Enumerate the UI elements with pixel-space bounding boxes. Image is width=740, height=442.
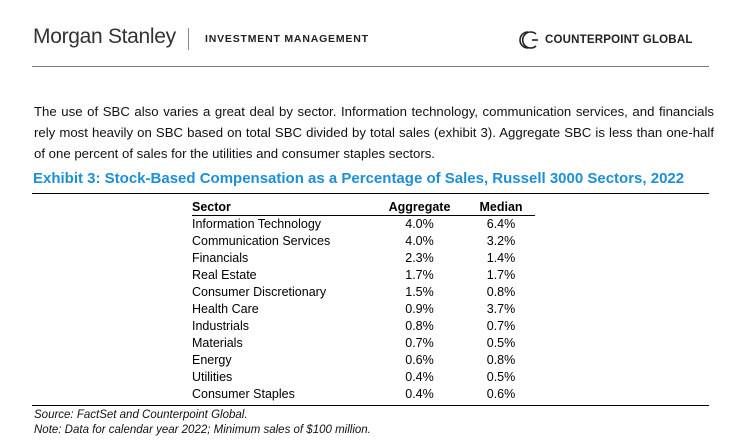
cell-median: 1.4% [486,251,516,265]
cell-median: 0.8% [486,285,516,299]
cell-aggregate: 1.5% [405,285,434,299]
sbc-table: Sector Aggregate Median Information Tech… [192,198,535,403]
exhibit-footnotes: Source: FactSet and Counterpoint Global.… [34,408,371,438]
cell-aggregate: 0.8% [405,319,434,333]
header-divider [188,28,189,50]
header-rule [32,66,709,67]
cell-sector: Energy [192,353,232,367]
body-paragraph: The use of SBC also varies a great deal … [34,104,714,161]
cell-sector: Materials [192,336,243,350]
cell-aggregate: 1.7% [405,268,434,282]
exhibit-top-rule [32,193,709,194]
cell-median: 0.5% [486,370,516,384]
table-row: Industrials 0.8% 0.7% [192,318,535,335]
cell-sector: Real Estate [192,268,257,282]
cell-aggregate: 0.4% [405,370,434,384]
cell-median: 1.7% [486,268,516,282]
column-header-median: Median [479,199,523,214]
exhibit-bottom-rule [32,405,709,406]
cell-sector: Consumer Discretionary [192,285,327,299]
cell-sector: Information Technology [192,217,322,231]
counterpoint-name: COUNTERPOINT GLOBAL [545,34,693,46]
division-label: INVESTMENT MANAGEMENT [205,33,369,45]
cell-median: 0.6% [486,387,516,401]
cell-aggregate: 4.0% [405,217,434,231]
table-row: Materials 0.7% 0.5% [192,335,535,352]
cell-median: 3.7% [486,302,516,316]
column-header-aggregate: Aggregate [388,199,451,214]
cell-median: 3.2% [486,234,516,248]
cell-aggregate: 0.7% [405,336,434,350]
exhibit-title: Exhibit 3: Stock-Based Compensation as a… [33,170,685,187]
data-note: Note: Data for calendar year 2022; Minim… [34,424,371,436]
cell-sector: Communication Services [192,234,331,248]
cell-aggregate: 0.9% [405,302,434,316]
table-row: Financials 2.3% 1.4% [192,250,535,267]
cell-sector: Consumer Staples [192,387,295,401]
table-row: Utilities 0.4% 0.5% [192,369,535,386]
cell-aggregate: 4.0% [405,234,434,248]
column-header-sector: Sector [192,199,231,214]
table-row: Consumer Staples 0.4% 0.6% [192,386,535,403]
table-header-row: Sector Aggregate Median [192,198,535,216]
cell-aggregate: 0.6% [405,353,434,367]
cell-median: 0.5% [486,336,516,350]
cell-sector: Health Care [192,302,259,316]
source-note: Source: FactSet and Counterpoint Global. [34,409,248,421]
counterpoint-logo-icon [515,29,541,51]
table-row: Health Care 0.9% 3.7% [192,301,535,318]
cell-sector: Utilities [192,370,233,384]
counterpoint-logo: COUNTERPOINT GLOBAL [515,29,693,51]
cell-aggregate: 0.4% [405,387,434,401]
table-row: Information Technology 4.0% 6.4% [192,216,535,234]
cell-sector: Financials [192,251,249,265]
cell-sector: Industrials [192,319,249,333]
cell-median: 0.7% [486,319,516,333]
morgan-stanley-logo: Morgan Stanley [33,25,176,48]
cell-median: 0.8% [486,353,516,367]
table-row: Real Estate 1.7% 1.7% [192,267,535,284]
table-row: Energy 0.6% 0.8% [192,352,535,369]
table-row: Consumer Discretionary 1.5% 0.8% [192,284,535,301]
page-header: Morgan Stanley INVESTMENT MANAGEMENT COU… [0,0,740,70]
cell-aggregate: 2.3% [405,251,434,265]
table-row: Communication Services 4.0% 3.2% [192,233,535,250]
cell-median: 6.4% [486,217,516,231]
